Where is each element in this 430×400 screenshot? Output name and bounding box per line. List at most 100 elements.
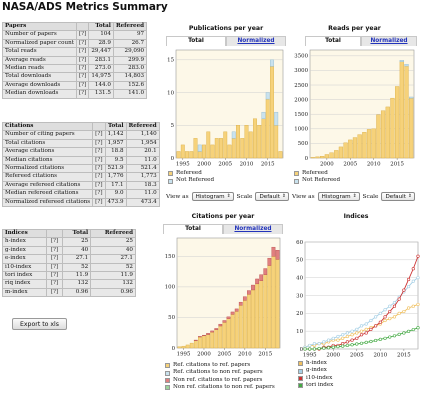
- x-tick-label: 2015: [397, 353, 411, 359]
- point-g-index: [345, 331, 349, 335]
- refereed-value: 1,773: [125, 172, 160, 182]
- total-value: 473.9: [104, 197, 127, 208]
- table-row: Number of citing papers [?] 1,142 1,140: [1, 130, 160, 140]
- bar-refereed: [185, 151, 189, 159]
- help-link[interactable]: [?]: [75, 38, 90, 49]
- view-as-label: View as: [292, 193, 315, 200]
- point-g-index: [322, 340, 326, 344]
- point-g-index: [411, 279, 415, 283]
- help-link[interactable]: [?]: [92, 155, 106, 166]
- help-link[interactable]: [?]: [75, 64, 90, 74]
- point-h-index: [416, 302, 420, 307]
- tab-normalized[interactable]: Normalized: [361, 36, 417, 46]
- help-link[interactable]: [?]: [75, 89, 90, 99]
- help-link[interactable]: [?]: [75, 72, 90, 82]
- bar-ref-citations-to-ref-papers: [222, 322, 227, 349]
- help-link[interactable]: [?]: [92, 180, 106, 191]
- citations-legend: Ref. citations to ref. papers Ref. citat…: [165, 362, 275, 392]
- point-i10-index: [355, 336, 359, 340]
- total-value: 11.9: [62, 271, 92, 281]
- point-tori-index: [359, 341, 364, 345]
- bar-ref-citations-to-ref-papers: [218, 325, 223, 349]
- bar-ref-citations-to-ref-papers: [230, 314, 235, 349]
- scale-select[interactable]: Default ⇕: [381, 192, 415, 201]
- point-i10-index: [378, 320, 382, 324]
- y-tick-label: 10: [296, 329, 303, 335]
- help-link[interactable]: [?]: [75, 55, 90, 66]
- metric-label: Total downloads: [2, 72, 77, 82]
- help-link[interactable]: [?]: [75, 30, 90, 40]
- metric-label: Median refereed citations: [1, 189, 94, 199]
- chart-type-select[interactable]: Histogram ⇕: [191, 192, 234, 201]
- tab-normalized[interactable]: Normalized: [223, 224, 283, 234]
- export-to-xls-button[interactable]: Export to xls: [12, 318, 67, 330]
- legend-nonref-to-nonref-label: Non ref. citations to non ref. papers: [173, 384, 275, 391]
- help-link[interactable]: [?]: [92, 189, 106, 199]
- help-link[interactable]: [?]: [92, 138, 106, 149]
- legend-refereed-label: Refereed: [176, 170, 202, 176]
- help-link[interactable]: [?]: [92, 130, 106, 140]
- point-i10-index: [374, 324, 378, 328]
- reads-view-as: View as Histogram ⇕ Scale Default ⇕: [292, 192, 415, 201]
- reads-legend: Refereed Not Refereed: [294, 170, 340, 185]
- help-link[interactable]: [?]: [45, 237, 64, 247]
- legend-ref-to-ref: Ref. citations to ref. papers: [165, 362, 275, 369]
- tab-total[interactable]: Total: [305, 36, 361, 46]
- y-tick-label: 1000: [294, 127, 308, 133]
- help-link[interactable]: [?]: [75, 47, 90, 57]
- chart-type-select[interactable]: Histogram ⇕: [317, 192, 360, 201]
- tab-normalized[interactable]: Normalized: [226, 36, 286, 46]
- bar-refereed: [366, 129, 372, 159]
- x-tick-label: 2000: [197, 162, 211, 168]
- point-tori-index: [341, 344, 345, 348]
- bar-refereed: [240, 138, 245, 159]
- point-g-index: [359, 324, 364, 328]
- help-link[interactable]: [?]: [92, 172, 106, 182]
- help-link[interactable]: [?]: [92, 164, 106, 174]
- help-link[interactable]: [?]: [45, 287, 64, 298]
- bar-non-ref-citations-to-ref-papers: [193, 339, 198, 341]
- legend-refereed-swatch: [168, 171, 173, 177]
- citations-chart-title: Citations per year: [191, 213, 255, 220]
- point-i10-index: [359, 333, 364, 337]
- refereed-value: 152.6: [112, 80, 148, 91]
- refereed-value: 1,954: [125, 138, 160, 149]
- tab-total[interactable]: Total: [163, 224, 223, 234]
- point-g-index: [378, 311, 382, 315]
- y-tick-label: 0: [300, 347, 304, 353]
- help-link[interactable]: [?]: [45, 254, 64, 264]
- bar-non-ref-citations-to-ref-papers: [251, 284, 255, 291]
- table-header-row: Papers Total Refereed: [2, 21, 148, 32]
- x-tick-label: 2000: [320, 162, 334, 168]
- help-link[interactable]: [?]: [92, 197, 106, 208]
- bar-non-ref-citations-to-ref-papers: [230, 311, 235, 315]
- refereed-value: 132: [90, 279, 136, 289]
- bar-non-ref-citations-to-ref-papers: [214, 328, 219, 330]
- bar-non-ref-citations-to-ref-papers: [247, 290, 251, 295]
- reads-tabs: Total Normalized: [305, 36, 417, 46]
- scale-select[interactable]: Default ⇕: [255, 192, 289, 201]
- legend-nonref-to-ref-swatch: [165, 378, 170, 384]
- y-tick-label: 50: [296, 258, 303, 264]
- table-row: Median refereed citations [?] 9.0 11.0: [1, 189, 160, 199]
- column-header: Citations: [1, 121, 94, 132]
- help-link[interactable]: [?]: [45, 262, 64, 273]
- tab-total[interactable]: Total: [166, 36, 226, 46]
- bar-not-refereed: [270, 59, 274, 67]
- column-header: [75, 21, 90, 32]
- table-row: riq index [?] 132 132: [2, 279, 136, 289]
- help-link[interactable]: [?]: [75, 80, 90, 91]
- metric-label: Normalized refereed citations: [1, 197, 94, 208]
- column-header: Indices: [2, 228, 47, 239]
- legend-tori-index-label: tori index: [306, 382, 334, 389]
- help-link[interactable]: [?]: [45, 271, 64, 281]
- column-header: Total: [88, 21, 114, 32]
- help-link[interactable]: [?]: [45, 245, 64, 256]
- bar-refereed: [257, 125, 262, 159]
- help-link[interactable]: [?]: [92, 147, 106, 157]
- help-link[interactable]: [?]: [45, 279, 64, 289]
- indices-chart: 0 10 20 30 40 50 60 1995 2000 2005 2010 2015: [296, 240, 420, 359]
- y-tick-label: 2000: [294, 97, 308, 103]
- table-header-row: Indices Total Refereed: [2, 228, 136, 239]
- point-h-index: [359, 329, 364, 333]
